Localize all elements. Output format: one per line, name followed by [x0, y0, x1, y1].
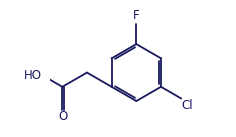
Text: O: O	[59, 110, 68, 123]
Text: HO: HO	[24, 69, 42, 82]
Text: Cl: Cl	[182, 99, 194, 112]
Text: F: F	[133, 9, 140, 22]
